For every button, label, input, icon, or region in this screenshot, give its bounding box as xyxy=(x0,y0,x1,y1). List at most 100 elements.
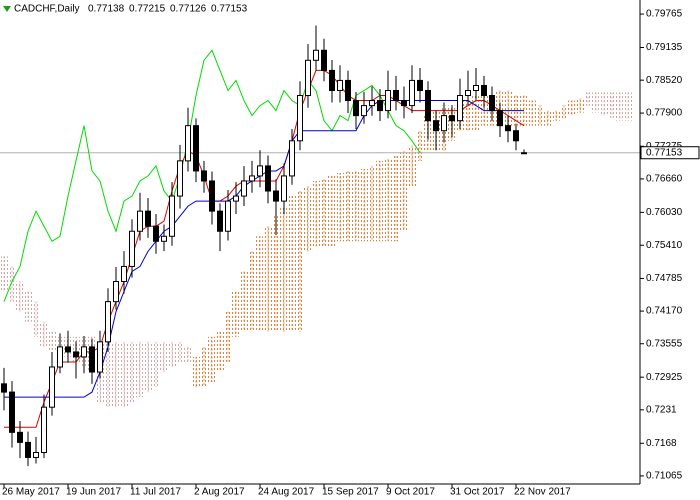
cloud-segment xyxy=(232,291,240,337)
candle-body xyxy=(41,406,47,453)
candle-body xyxy=(105,301,111,343)
candle-body xyxy=(369,100,375,107)
x-tick-label: 24 Aug 2017 xyxy=(258,487,315,498)
candle-body xyxy=(321,49,327,71)
cloud-segment xyxy=(192,356,200,388)
cloud-segment xyxy=(536,105,544,126)
candle-body xyxy=(233,195,239,202)
candle-body xyxy=(145,210,151,227)
candle-body xyxy=(169,195,175,237)
current-price-box xyxy=(640,146,700,160)
candle-body xyxy=(209,180,215,212)
y-tick-label: 0.79135 xyxy=(646,42,683,53)
y-tick-label: 0.74170 xyxy=(646,306,683,317)
candle-body xyxy=(465,90,471,97)
candle-body xyxy=(441,115,447,132)
cloud-segment xyxy=(256,236,264,332)
candle-body xyxy=(481,84,487,97)
cloud-segment xyxy=(176,341,184,362)
y-tick-label: 0.79765 xyxy=(646,9,683,20)
cloud-segment xyxy=(184,346,192,362)
y-tick-label: 0.71065 xyxy=(646,471,683,482)
x-tick-label: 26 May 2017 xyxy=(2,487,60,498)
cloud-segment xyxy=(160,341,168,373)
candle-body xyxy=(313,49,319,61)
candle-body xyxy=(17,431,23,443)
cloud-segment xyxy=(624,92,632,121)
candle-body xyxy=(505,125,511,132)
cloud-segment xyxy=(600,92,608,116)
candle-body xyxy=(377,100,383,112)
candle-body xyxy=(289,140,295,177)
candle-body xyxy=(73,351,79,358)
candle-body xyxy=(65,346,71,353)
cloud-segment xyxy=(544,110,552,126)
candle-body xyxy=(201,170,207,182)
candle-body xyxy=(337,79,343,92)
x-tick-label: 2 Aug 2017 xyxy=(194,487,245,498)
candle-body xyxy=(89,346,95,373)
candle-body xyxy=(33,451,39,458)
candle-body xyxy=(497,110,503,127)
candle-body xyxy=(281,175,287,202)
y-tick-label: 0.7231 xyxy=(646,404,677,415)
candle-body xyxy=(57,346,63,368)
menu-icon xyxy=(3,6,11,12)
cloud-segment xyxy=(584,92,592,106)
y-tick-label: 0.77900 xyxy=(646,108,683,119)
candle-body xyxy=(353,100,359,117)
candle-body xyxy=(361,105,367,117)
ohlc-value: 0.77215 xyxy=(129,4,166,15)
y-tick-label: 0.7168 xyxy=(646,438,677,449)
indicator-line xyxy=(3,49,421,302)
symbol: CADCHF,Daily xyxy=(14,4,80,15)
candle-body xyxy=(345,79,351,102)
candle-body xyxy=(241,180,247,197)
y-tick-label: 0.75410 xyxy=(646,240,683,251)
y-tick-label: 0.76660 xyxy=(646,174,683,185)
candle-body xyxy=(249,175,255,182)
candle-body xyxy=(225,200,231,232)
cloud-segment xyxy=(48,331,56,352)
cloud-segment xyxy=(280,206,288,332)
candle-body xyxy=(401,100,407,107)
x-tick-label: 19 Jun 2017 xyxy=(66,487,121,498)
y-tick-label: 0.72925 xyxy=(646,372,683,383)
current-price-label: 0.77153 xyxy=(646,147,683,158)
candle-body xyxy=(433,120,439,132)
cloud-segment xyxy=(616,92,624,121)
indicator-line xyxy=(4,100,524,398)
candle-body xyxy=(473,84,479,92)
ohlc-value: 0.77138 xyxy=(88,4,125,15)
candle-body xyxy=(265,165,271,192)
candle-body xyxy=(177,160,183,197)
y-tick-label: 0.73555 xyxy=(646,338,683,349)
x-tick-label: 15 Sep 2017 xyxy=(322,487,379,498)
candle-body xyxy=(305,59,311,97)
candle-body xyxy=(417,79,423,92)
candle-body xyxy=(193,125,199,172)
plot-area xyxy=(0,25,640,467)
cloud-segment xyxy=(128,341,136,403)
cloud-segment xyxy=(152,341,160,388)
candle-body xyxy=(217,210,223,232)
candle-body xyxy=(489,95,495,112)
y-tick-label: 0.76030 xyxy=(646,207,683,218)
cloud-segment xyxy=(392,155,400,242)
cloud-segment xyxy=(240,271,248,332)
candle-body xyxy=(153,225,159,242)
candle-body xyxy=(329,69,335,92)
candle-body xyxy=(385,90,391,112)
candle-body xyxy=(113,281,119,303)
ohlc-value: 0.77126 xyxy=(170,4,207,15)
candle-body xyxy=(521,152,527,155)
cloud-segment xyxy=(568,100,576,116)
cloud-segment xyxy=(464,100,472,131)
y-tick-label: 0.74785 xyxy=(646,273,683,284)
candle-body xyxy=(449,115,455,122)
cloud-segment xyxy=(328,175,336,247)
cloud-segment xyxy=(288,196,296,332)
cloud-segment xyxy=(592,92,600,113)
candle-body xyxy=(81,346,87,358)
